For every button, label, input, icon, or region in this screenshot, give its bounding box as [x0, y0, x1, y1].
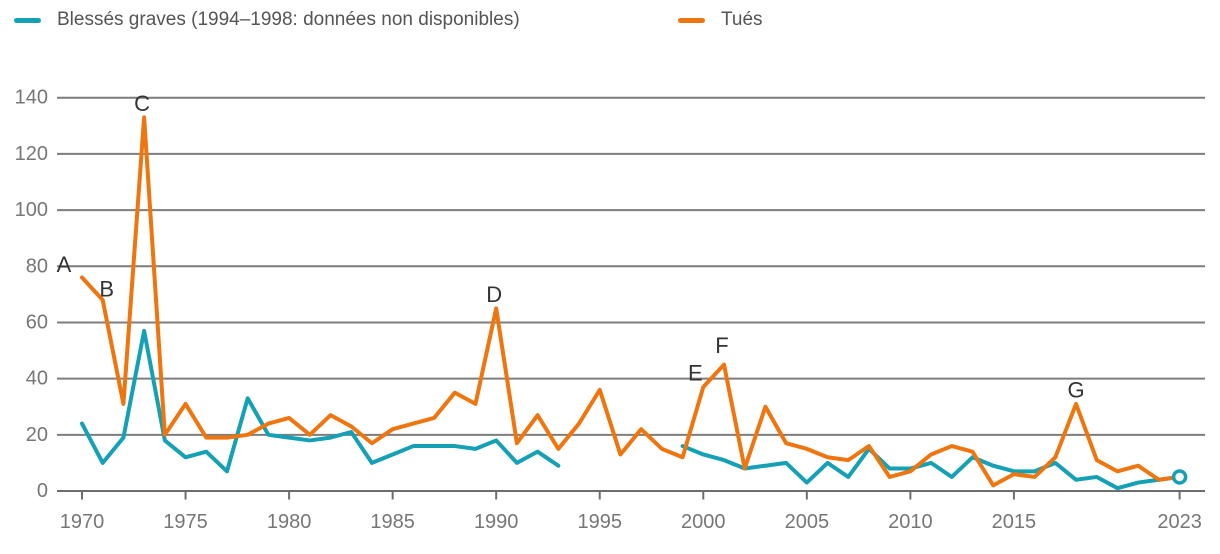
x-tick-label-2010: 2010: [888, 511, 933, 533]
y-tick-label-0: 0: [37, 480, 48, 502]
y-tick-label-140: 140: [15, 87, 48, 109]
annotation-label-B: B: [99, 276, 114, 301]
legend-label-tues: Tués: [721, 9, 763, 30]
annotation-label-A: A: [57, 252, 72, 277]
x-tick-label-2005: 2005: [785, 511, 830, 533]
x-tick-label-2015: 2015: [992, 511, 1037, 533]
series-line-tues: [80, 115, 1182, 488]
annotation-label-E: E: [688, 361, 703, 386]
annotation-label-C: C: [134, 91, 150, 116]
series-segment: [680, 444, 1182, 491]
y-tick-label-20: 20: [26, 424, 48, 446]
x-tick-label-1975: 1975: [163, 511, 208, 533]
x-tick-label-1995: 1995: [577, 511, 622, 533]
series-blesses-graves-swatch-icon: [14, 17, 41, 23]
x-tick-label-2000: 2000: [681, 511, 726, 533]
legend: Blessés graves (1994–1998: données non d…: [0, 7, 1220, 33]
y-tick-label-60: 60: [26, 311, 48, 333]
series-line-blesses-graves: [80, 328, 1182, 491]
x-tick-label-1970: 1970: [60, 511, 105, 533]
annotation-label-G: G: [1067, 377, 1084, 402]
y-tick-label-100: 100: [15, 199, 48, 221]
x-axis: 1970 1975 1980 1985 1990 1995 2000 2005 2010 2015…: [60, 491, 1202, 533]
legend-label-blesses-graves: Blessés graves (1994–1998: données non d…: [57, 9, 520, 30]
end-point-open-circle-icon: [1171, 469, 1188, 485]
legend-item-tues: Tués: [678, 7, 763, 33]
annotation-label-D: D: [486, 282, 502, 307]
gridlines: [57, 96, 1205, 492]
legend-item-blesses-graves: Blessés graves (1994–1998: données non d…: [14, 7, 520, 33]
x-tick-label-1990: 1990: [474, 511, 519, 533]
y-tick-label-80: 80: [26, 255, 48, 277]
series-segment: [80, 328, 561, 474]
annotation-label-F: F: [715, 333, 728, 358]
x-tick-label-1980: 1980: [267, 511, 312, 533]
series-segment: [80, 115, 1182, 488]
y-axis-labels: 0 20 40 60 80 100 120 140: [15, 87, 48, 502]
y-tick-label-40: 40: [26, 368, 48, 390]
annotations: A B C D EF G: [57, 91, 1085, 403]
y-tick-label-120: 120: [15, 143, 48, 165]
x-tick-label-2023: 2023: [1157, 511, 1202, 533]
series-tues-swatch-icon: [678, 17, 705, 23]
x-tick-label-1985: 1985: [370, 511, 415, 533]
